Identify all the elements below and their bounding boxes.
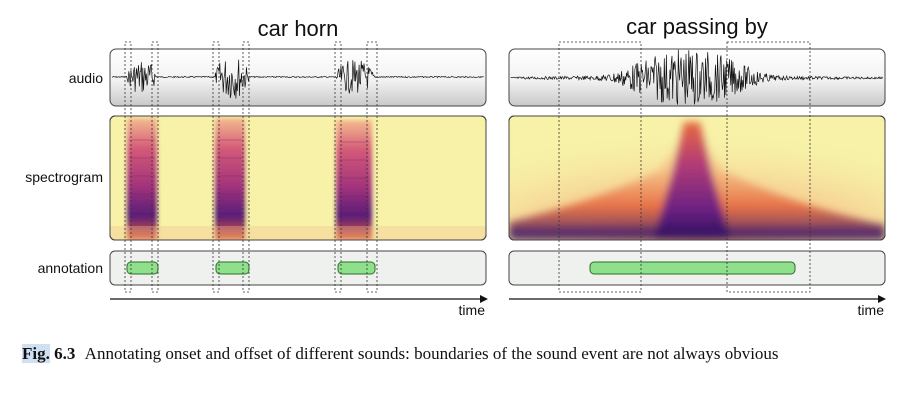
annotation-bar [337,261,376,275]
left-audio-waveform [111,59,484,99]
annotation-bar [589,261,796,275]
right-audio-panel [508,48,886,107]
caption-text: Annotating onset and offset of different… [84,344,779,363]
left-spectrogram-panel [109,115,487,241]
left-time-arrowhead [480,295,488,303]
row-label-annotation: annotation [38,260,103,276]
left-time-label: time [459,302,486,318]
figure-caption: Fig. 6.3 Annotating onset and offset of … [22,342,892,366]
left-annotation-panel [109,250,487,286]
right-audio-waveform [510,49,884,105]
left-audio-panel [109,48,487,107]
caption-number: 6.3 [54,344,76,363]
left-boundary-markers [124,41,378,293]
left-spectrogram-image [110,118,486,240]
figure-diagram: car horn car passing by audio spectrogra… [25,14,886,318]
left-panel-title: car horn [258,16,339,41]
caption-label: Fig. [22,344,50,363]
right-time-label: time [858,302,885,318]
row-label-spectrogram: spectrogram [25,169,103,185]
annotation-bar [215,261,250,275]
right-time-arrowhead [878,295,886,303]
annotation-bar [126,261,159,275]
right-spectrogram-image [509,116,885,240]
right-boundary-markers [558,41,811,293]
right-panel-title: car passing by [626,14,768,39]
row-label-audio: audio [69,70,103,86]
